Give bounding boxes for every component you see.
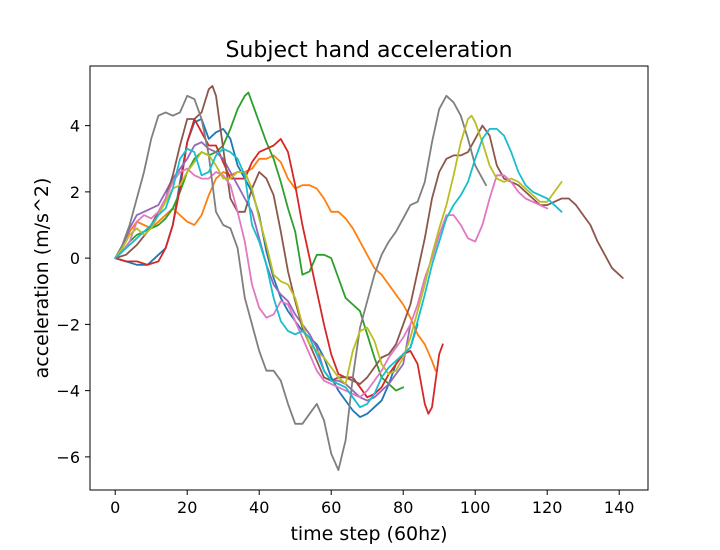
y-tick-label: 4 bbox=[70, 117, 80, 136]
series-line-9 bbox=[114, 114, 563, 385]
series-line-3 bbox=[114, 91, 405, 392]
x-axis-label: time step (60hz) bbox=[290, 523, 447, 545]
x-tick-label: 40 bbox=[249, 498, 269, 517]
x-tick-label: 140 bbox=[604, 498, 635, 517]
x-tick-label: 80 bbox=[393, 498, 413, 517]
y-tick-label: −4 bbox=[56, 382, 80, 401]
series-line-8 bbox=[114, 94, 487, 472]
series-layer bbox=[114, 85, 624, 472]
series-line-4 bbox=[114, 118, 444, 415]
y-axis-label: acceleration (m/s^2) bbox=[31, 178, 53, 379]
chart-title: Subject hand acceleration bbox=[225, 38, 512, 63]
series-line-2 bbox=[114, 154, 437, 372]
y-axis: −6 −4 −2 0 2 4 bbox=[56, 117, 90, 467]
series-line-6 bbox=[114, 85, 624, 385]
x-tick-label: 60 bbox=[321, 498, 341, 517]
y-tick-label: −6 bbox=[56, 448, 80, 467]
x-axis: 0 20 40 60 80 100 120 140 bbox=[110, 490, 634, 517]
x-tick-label: 0 bbox=[110, 498, 120, 517]
y-tick-label: 2 bbox=[70, 183, 80, 202]
x-tick-label: 120 bbox=[532, 498, 563, 517]
series-line-10 bbox=[114, 127, 563, 409]
series-line-7 bbox=[114, 167, 549, 399]
y-tick-label: −2 bbox=[56, 315, 80, 334]
plot-frame bbox=[89, 65, 649, 491]
x-tick-label: 100 bbox=[460, 498, 491, 517]
y-tick-label: 0 bbox=[70, 249, 80, 268]
x-tick-label: 20 bbox=[177, 498, 197, 517]
